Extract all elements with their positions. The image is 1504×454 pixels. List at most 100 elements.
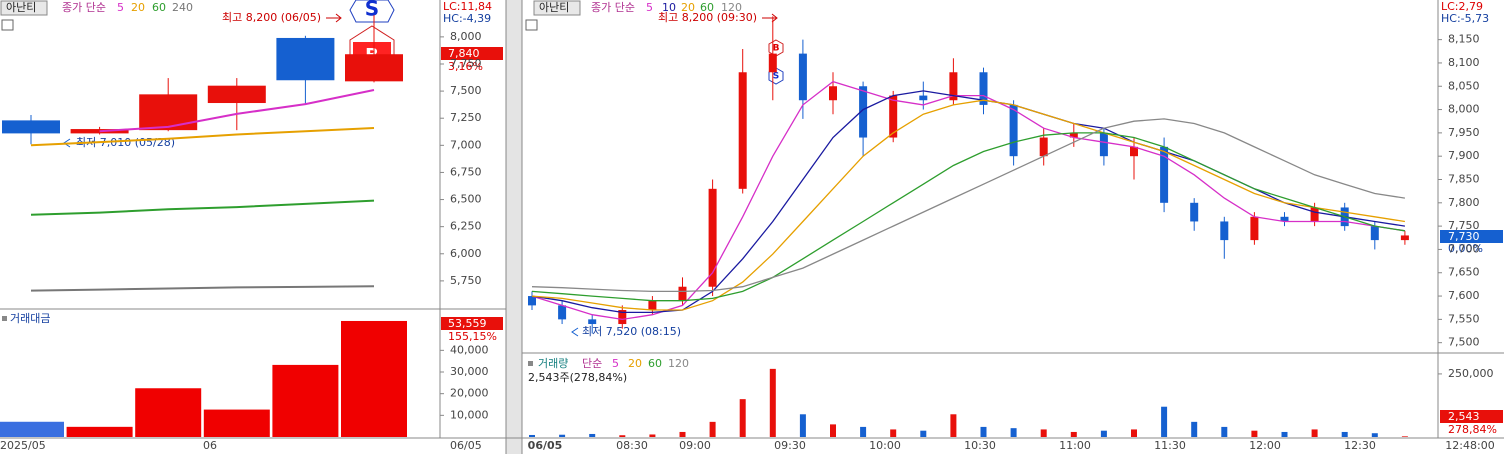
volume-bar	[1040, 429, 1047, 437]
volume-bar	[1341, 431, 1348, 437]
volume-bar	[203, 409, 270, 437]
ma-line	[30, 285, 375, 292]
volume-bar	[950, 414, 957, 437]
x-tick-label: 11:00	[1059, 439, 1091, 452]
candle-body	[1069, 132, 1078, 138]
y-tick-label: 8,000	[1448, 103, 1480, 116]
volume-bar	[920, 430, 927, 437]
candle-body	[276, 37, 335, 81]
volume-bar	[1070, 431, 1077, 437]
value-box	[1440, 410, 1503, 423]
volume-bar	[529, 434, 535, 437]
y-tick-label: 7,500	[450, 84, 482, 97]
legend-entry: 240	[172, 1, 193, 14]
legend-entry: 5	[117, 1, 124, 14]
legend-entry: 60	[700, 1, 714, 14]
y-tick-label: 30,000	[450, 365, 489, 378]
y-tick-label: 7,950	[1448, 126, 1480, 139]
stock-button[interactable]	[533, 0, 581, 16]
volume-bar	[272, 364, 339, 437]
candle-body	[207, 85, 266, 104]
volume-bar	[1191, 421, 1198, 437]
candle-body	[979, 72, 988, 105]
volume-bar	[66, 426, 133, 437]
volume-bar	[0, 421, 64, 437]
y-tick-label: 6,750	[450, 165, 482, 178]
y-tick-label: 7,750	[450, 57, 482, 70]
high-arrow-head	[771, 13, 778, 23]
candle-body	[1370, 226, 1379, 241]
volume-bar	[1251, 430, 1258, 437]
ma-line	[531, 132, 1406, 302]
y-tick-label: 10,000	[450, 408, 489, 421]
legend-entry: 20	[628, 357, 642, 370]
high-arrow-head	[335, 13, 342, 23]
candle-body	[1099, 132, 1108, 157]
candle-body	[1400, 235, 1409, 241]
change-label: 155,15%	[448, 330, 497, 343]
candle-body	[678, 286, 687, 301]
volume-bar	[709, 421, 716, 437]
candle-body	[829, 86, 837, 101]
lc-label: LC:2,79	[1441, 0, 1483, 13]
y-tick-label: 6,500	[450, 193, 482, 206]
x-tick-label: 12:00	[1249, 439, 1281, 452]
price-label: 7,730	[1448, 230, 1480, 243]
volume-bar	[1161, 406, 1168, 437]
candle-body	[859, 86, 868, 138]
axis-date: 06/05	[450, 439, 482, 452]
volume-title: 거래량	[538, 357, 568, 370]
legend-entry: 5	[612, 357, 619, 370]
sell-marker: S	[365, 0, 379, 21]
price-label: 7,840	[448, 47, 480, 60]
legend-icon	[2, 316, 7, 321]
x-tick-label: 09:30	[774, 439, 806, 452]
volume-bar	[1281, 431, 1288, 437]
y-tick-label: 8,050	[1448, 79, 1480, 92]
x-tick-label: 2025/05	[0, 439, 46, 452]
volume-bar	[739, 399, 746, 437]
ma-line	[30, 199, 375, 216]
y-tick-label: 7,600	[1448, 289, 1480, 302]
y-tick-label: 7,750	[1448, 219, 1480, 232]
legend-entry: 5	[646, 1, 653, 14]
y-tick-label: 6,000	[450, 247, 482, 260]
grid-icon[interactable]	[1, 19, 14, 31]
y-tick-label: 8,000	[450, 30, 482, 43]
y-tick-label: 6,250	[450, 220, 482, 233]
volume-bar	[559, 434, 566, 437]
legend-label: 종가 단순	[62, 1, 106, 14]
ma-line	[531, 99, 1406, 311]
volume-bar	[619, 435, 626, 437]
legend-entry: 60	[152, 1, 166, 14]
candle-body	[345, 54, 403, 82]
stock-button[interactable]	[0, 0, 48, 16]
ma-line	[531, 80, 1406, 321]
legend-entry: 20	[681, 1, 695, 14]
volume-bar	[890, 429, 897, 437]
volume-bar	[1100, 430, 1107, 437]
x-tick-label: 09:00	[679, 439, 711, 452]
x-tick-label: 12:48:00	[1445, 439, 1494, 452]
volume-bar	[649, 434, 656, 437]
candle-body	[528, 296, 536, 306]
value-label: 2,543	[1448, 410, 1480, 423]
legend-label: 단순	[582, 357, 602, 370]
x-tick-label: 06/05	[528, 439, 563, 452]
x-tick-label: 10:30	[964, 439, 996, 452]
y-tick-label: 7,800	[1448, 196, 1480, 209]
ma-line	[531, 118, 1405, 293]
x-tick-label: 10:00	[869, 439, 901, 452]
sell-marker: S	[773, 72, 779, 82]
legend-label: 종가 단순	[591, 1, 635, 14]
change-label: 0,00%	[1448, 242, 1483, 255]
hc-label: HC:-5,73	[1441, 12, 1489, 25]
sell-marker-box	[349, 0, 395, 23]
stock-name[interactable]: 아난티	[6, 1, 36, 14]
volume-bar	[589, 433, 596, 437]
grid-icon[interactable]	[525, 19, 538, 31]
price-box	[441, 47, 503, 60]
candle-body	[738, 72, 747, 189]
stock-name[interactable]: 아난티	[539, 1, 569, 14]
volume-bar	[1371, 433, 1378, 437]
